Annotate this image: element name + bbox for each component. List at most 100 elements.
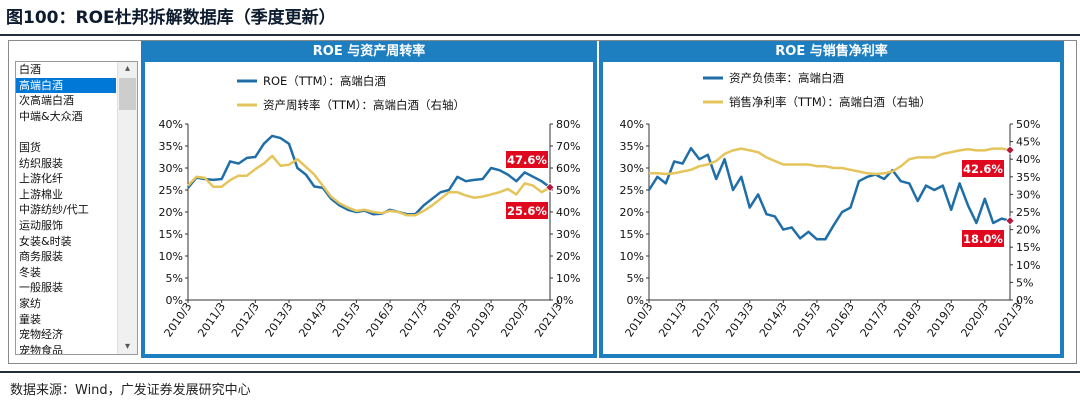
x-tick-label: 2011/3 <box>656 300 689 339</box>
x-tick-label: 2014/3 <box>757 300 790 339</box>
industry-list-item[interactable]: 中游纺纱/代工 <box>19 203 89 217</box>
right-tick-label: 50% <box>1016 118 1040 131</box>
right-tick-label: 20% <box>556 250 580 263</box>
scroll-thumb[interactable] <box>119 78 136 110</box>
right-tick-label: 25% <box>1016 206 1040 219</box>
right-tick-label: 10% <box>556 272 580 285</box>
left-tick-label: 30% <box>159 162 183 175</box>
legend-label: 销售净利率（TTM）：高端白酒（右轴） <box>729 95 931 109</box>
value-label-bg <box>506 202 548 219</box>
end-marker <box>545 182 555 192</box>
chart-title: ROE 与销售净利率 <box>775 44 888 59</box>
right-tick-label: 45% <box>1016 136 1040 149</box>
x-tick-label: 2018/3 <box>431 300 464 339</box>
left-tick-label: 0% <box>166 294 183 307</box>
left-tick-label: 5% <box>166 272 183 285</box>
x-tick-label: 2017/3 <box>858 300 891 339</box>
right-tick-label: 50% <box>556 184 580 197</box>
industry-list-item[interactable]: 一般服装 <box>19 281 63 295</box>
x-tick-label: 2013/3 <box>723 300 756 339</box>
right-tick-label: 60% <box>556 162 580 175</box>
x-tick-label: 2020/3 <box>958 300 991 339</box>
right-tick-label: 0% <box>556 294 573 307</box>
left-tick-label: 35% <box>620 140 644 153</box>
industry-list-item[interactable]: 上游棉业 <box>19 187 63 201</box>
right-tick-label: 40% <box>1016 153 1040 166</box>
industry-list-item[interactable]: 次高端白酒 <box>19 94 74 108</box>
industry-list-item[interactable]: 商务服装 <box>19 250 63 264</box>
value-label-text: 47.6% <box>507 153 547 167</box>
listbox-scrollbar[interactable]: ▴ ▾ <box>117 62 137 354</box>
left-tick-label: 25% <box>159 184 183 197</box>
value-label-text: 42.6% <box>963 162 1003 176</box>
value-label-bg <box>506 151 548 168</box>
industry-list-item[interactable]: 国货 <box>19 140 41 154</box>
industry-list-item[interactable]: 家纺 <box>19 296 41 310</box>
series-line <box>647 146 1011 241</box>
right-tick-label: 30% <box>1016 188 1040 201</box>
top-rule <box>0 34 1080 36</box>
value-label-bg <box>962 230 1004 247</box>
end-marker <box>1005 145 1015 155</box>
industry-list-item[interactable]: 童装 <box>19 312 41 326</box>
right-tick-label: 35% <box>1016 171 1040 184</box>
left-tick-label: 30% <box>620 162 644 175</box>
value-label-text: 25.6% <box>507 204 547 218</box>
right-tick-label: 20% <box>1016 224 1040 237</box>
left-tick-label: 40% <box>620 118 644 131</box>
left-tick-label: 35% <box>159 140 183 153</box>
industry-list-item <box>16 124 116 140</box>
chart-panel-turnover: ROE 与资产周转率 0% 5% 10% 15% 20% 25% 30% 35% 40% 0% 10… <box>141 41 597 358</box>
legend-label: ROE（TTM）：高端白酒 <box>263 74 386 88</box>
left-tick-label: 10% <box>159 250 183 263</box>
scroll-up-icon[interactable]: ▴ <box>124 63 131 74</box>
x-tick-label: 2011/3 <box>195 300 228 339</box>
industry-list-item[interactable]: 白酒 <box>19 63 41 76</box>
right-tick-label: 30% <box>556 228 580 241</box>
industry-list-item[interactable]: 中端&大众酒 <box>19 109 83 123</box>
x-tick-label: 2017/3 <box>397 300 430 339</box>
roe-margin-chart: 0% 5% 10% 15% 20% 25% 30% 35% 40% 0% 5% 10% 15% 20% 25… <box>620 71 1041 339</box>
industry-list-item[interactable]: 纺织服装 <box>19 156 63 170</box>
series-line <box>649 147 1011 176</box>
industry-list-item[interactable]: 上游化纤 <box>19 172 63 186</box>
industry-list-item[interactable]: 宠物食品 <box>19 343 63 355</box>
right-tick-label: 10% <box>1016 259 1040 272</box>
industry-list-item[interactable]: 宠物经济 <box>19 328 63 342</box>
left-tick-label: 10% <box>620 250 644 263</box>
left-tick-label: 40% <box>159 118 183 131</box>
scroll-down-icon[interactable]: ▾ <box>124 341 131 352</box>
industry-list-item[interactable]: 冬装 <box>19 265 41 279</box>
industry-listbox[interactable]: 白酒 高端白酒 次高端白酒 中端&大众酒 国货纺织服装上游化纤 上游棉业中游纺纱/代工 运动… <box>15 61 138 355</box>
value-label-text: 18.0% <box>963 232 1003 246</box>
source-note: 数据来源：Wind，广发证券发展研究中心 <box>10 383 251 398</box>
figure-title: 图100：ROE杜邦拆解数据库（季度更新） <box>6 8 336 28</box>
value-label: 18.0% <box>962 230 1004 247</box>
x-tick-label: 2016/3 <box>364 300 397 339</box>
left-tick-label: 15% <box>159 228 183 241</box>
industry-list-item[interactable]: 女装&时装 <box>19 234 72 248</box>
x-tick-label: 2020/3 <box>498 300 531 339</box>
industry-list-item[interactable]: 高端白酒 <box>16 77 116 94</box>
right-tick-label: 15% <box>1016 241 1040 254</box>
roe-turnover-chart: 0% 5% 10% 15% 20% 25% 30% 35% 40% 0% 10% 20% 30% 40% 5… <box>159 74 581 339</box>
series-line <box>187 134 551 216</box>
x-tick-label: 2021/3 <box>992 300 1025 339</box>
left-tick-label: 15% <box>620 228 644 241</box>
x-tick-label: 2019/3 <box>925 300 958 339</box>
right-tick-label: 5% <box>1016 276 1033 289</box>
legend-label: 资产负债率：高端白酒 <box>729 71 844 85</box>
x-tick-label: 2012/3 <box>229 300 262 339</box>
end-marker <box>1005 216 1015 226</box>
value-label: 42.6% <box>962 160 1004 177</box>
bottom-rule <box>0 371 1080 373</box>
x-tick-label: 2012/3 <box>690 300 723 339</box>
x-tick-label: 2016/3 <box>824 300 857 339</box>
industry-list-item[interactable]: 运动服饰 <box>19 218 63 232</box>
left-tick-label: 0% <box>627 294 644 307</box>
x-tick-label: 2021/3 <box>532 300 565 339</box>
right-tick-label: 70% <box>556 140 580 153</box>
x-tick-label: 2013/3 <box>263 300 296 339</box>
right-tick-label: 80% <box>556 118 580 131</box>
right-tick-label: 0% <box>1016 294 1033 307</box>
